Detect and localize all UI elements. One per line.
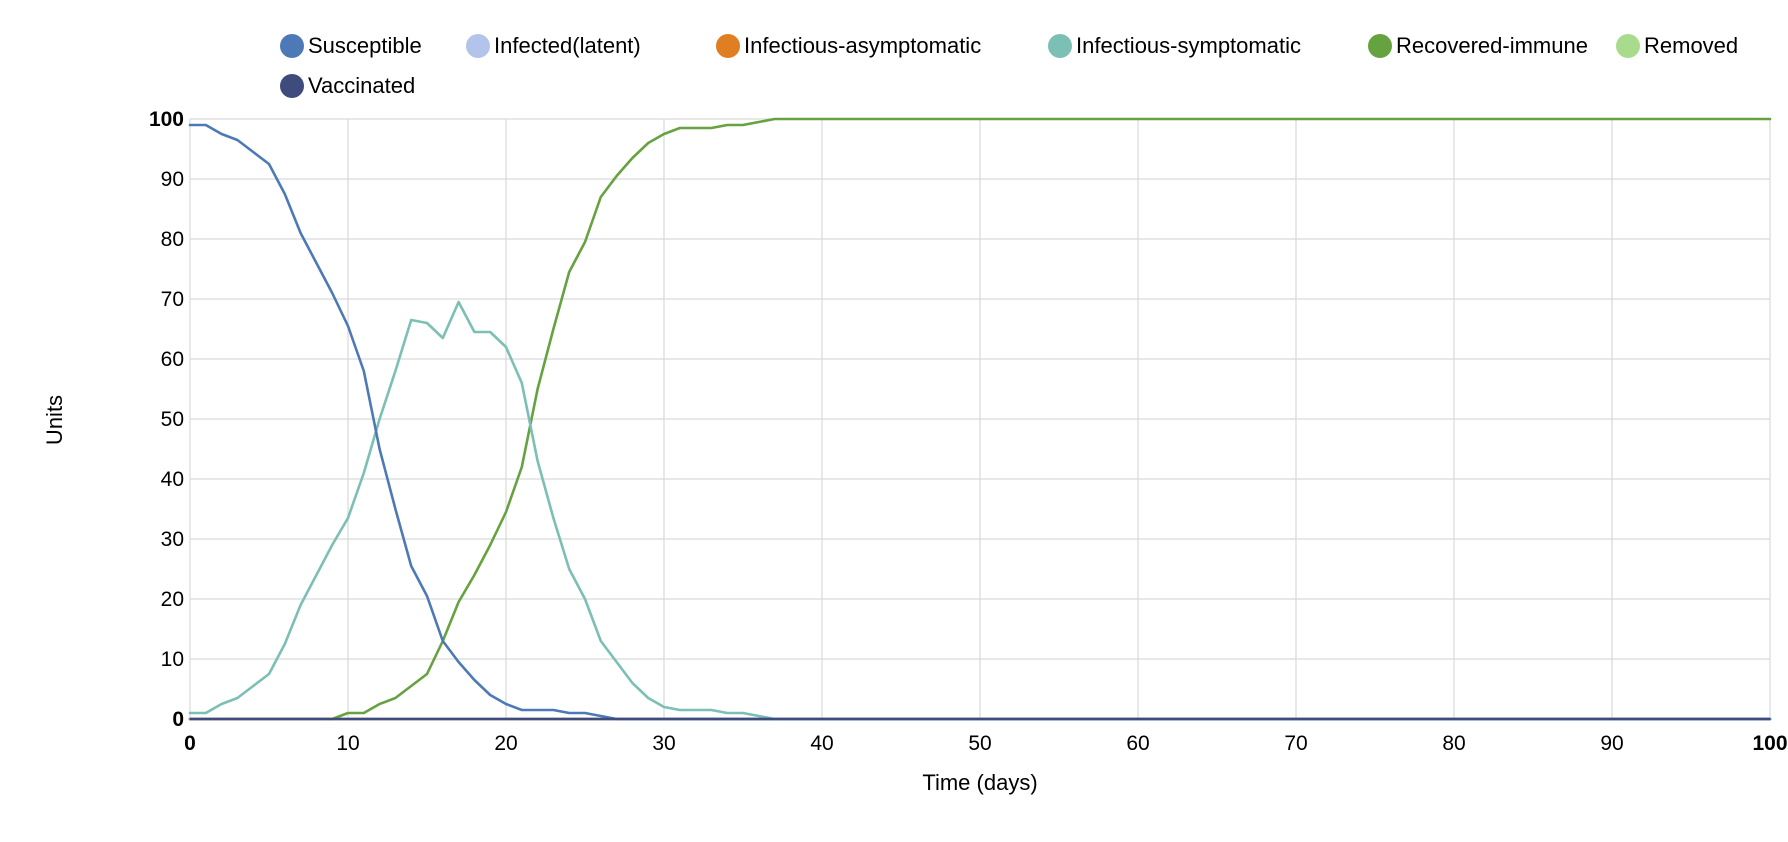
- legend-label: Recovered-immune: [1396, 33, 1588, 58]
- x-tick-label: 20: [494, 732, 517, 755]
- y-tick-label: 60: [161, 348, 184, 371]
- legend-item[interactable]: Susceptible: [280, 34, 422, 58]
- x-tick-label: 0: [184, 732, 196, 755]
- legend-swatch: [466, 34, 490, 58]
- x-tick-label: 30: [652, 732, 675, 755]
- y-tick-label: 50: [161, 408, 184, 431]
- legend-label: Infectious-symptomatic: [1076, 33, 1301, 58]
- x-axis-title: Time (days): [922, 770, 1037, 795]
- legend-swatch: [1368, 34, 1392, 58]
- legend-swatch: [280, 74, 304, 98]
- x-tick-label: 10: [336, 732, 359, 755]
- legend-label: Susceptible: [308, 33, 422, 58]
- legend-label: Vaccinated: [308, 73, 416, 98]
- x-tick-label: 90: [1600, 732, 1623, 755]
- x-tick-label: 80: [1442, 732, 1465, 755]
- legend-item[interactable]: Vaccinated: [280, 74, 415, 98]
- y-tick-label: 90: [161, 168, 184, 191]
- y-axis-title: Units: [42, 395, 67, 445]
- y-tick-label: 0: [172, 708, 184, 731]
- series-line-infectious-symptomatic: [188, 300, 1772, 721]
- tick-labels: 0 10 20 30 40 50 60 70 80 90 100 0 10 20 30 40 50 60 70 80 9…: [149, 108, 1788, 755]
- series-line-recovered-immune: [188, 117, 1772, 721]
- legend-label: Infectious-asymptomatic: [744, 33, 982, 58]
- legend-swatch: [1616, 34, 1640, 58]
- y-tick-label: 10: [161, 648, 184, 671]
- grid: [189, 118, 1771, 720]
- legend-item[interactable]: Recovered-immune: [1368, 34, 1588, 58]
- legend-item[interactable]: Infectious-asymptomatic: [716, 34, 981, 58]
- y-tick-label: 70: [161, 288, 184, 311]
- x-tick-label: 70: [1284, 732, 1307, 755]
- x-tick-label: 40: [810, 732, 833, 755]
- y-tick-label: 30: [161, 528, 184, 551]
- legend-item[interactable]: Removed: [1616, 34, 1738, 58]
- x-tick-label: 50: [968, 732, 991, 755]
- y-tick-label: 20: [161, 588, 184, 611]
- x-tick-label: 60: [1126, 732, 1149, 755]
- legend-swatch: [1048, 34, 1072, 58]
- legend-swatch: [280, 34, 304, 58]
- y-tick-label: 40: [161, 468, 184, 491]
- legend-item[interactable]: Infected(latent): [466, 34, 641, 58]
- series-line-susceptible: [188, 123, 1772, 721]
- legend-label: Infected(latent): [494, 33, 641, 58]
- legend-item[interactable]: Infectious-symptomatic: [1048, 34, 1301, 58]
- y-tick-label: 80: [161, 228, 184, 251]
- x-tick-label: 100: [1752, 732, 1787, 755]
- y-tick-label: 100: [149, 108, 184, 131]
- legend-label: Removed: [1644, 33, 1739, 58]
- legend-swatch: [716, 34, 740, 58]
